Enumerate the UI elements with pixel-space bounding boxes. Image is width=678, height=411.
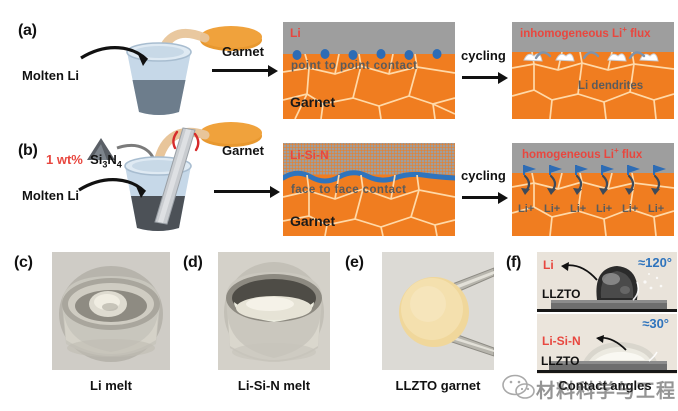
molten-metal-icon	[132, 80, 186, 115]
stir-rod-icon	[154, 127, 196, 225]
grain-boundaries-b	[283, 175, 455, 236]
flux-text-sup: +	[622, 25, 627, 34]
flux-text-base: inhomogeneous Li	[520, 27, 623, 40]
label-homogeneous-flux-b: homogeneous Li+ flux	[522, 146, 642, 161]
flux-text-sup-b: +	[614, 146, 619, 155]
label-garnet-layer-b: Garnet	[290, 213, 336, 229]
label-cycling-b: cycling	[461, 168, 506, 183]
interface-layer-icon-b	[283, 170, 455, 184]
panel-letter-e: (e)	[345, 254, 364, 271]
caption-contact-angles: Contact angles	[558, 378, 652, 393]
label-angle-lisin: ≈30°	[642, 316, 669, 331]
photo-li-melt	[52, 252, 170, 370]
lithium-layer-a	[283, 22, 455, 54]
photo-lisin-melt	[218, 252, 330, 370]
panel-letter-f: (f)	[506, 254, 522, 271]
garnet-layer-a	[283, 54, 455, 119]
label-garnet-b: Garnet	[222, 143, 264, 158]
ion-label: Li+	[648, 203, 665, 215]
photo-llzto-garnet	[382, 252, 494, 370]
ion-label: Li+	[622, 203, 639, 215]
label-lisin-droplet: Li-Si-N	[542, 334, 581, 348]
schematic-interface-a: Li point to point contact Garnet	[283, 22, 455, 119]
molten-li-arrow-icon	[80, 46, 149, 62]
lisin-pointer-arrow-icon	[596, 335, 627, 351]
ion-label: Li+	[570, 203, 587, 215]
caption-li-melt: Li melt	[90, 378, 132, 393]
flux-text-tail-b: flux	[618, 148, 643, 161]
flux-text-tail: flux	[626, 27, 651, 40]
label-molten-li-b: Molten Li	[22, 188, 80, 203]
grain-boundaries-a	[283, 54, 455, 119]
grain-boundaries-a-right	[512, 52, 674, 119]
schematic-homogeneous-b: homogeneous Li+ flux Li+ Li+ Li+ Li+ Li+…	[512, 143, 674, 236]
label-li-layer-a: Li	[290, 26, 301, 40]
dendrite-growths-icon	[523, 51, 659, 62]
caption-lisin-melt: Li-Si-N melt	[237, 378, 311, 393]
label-lisin-layer-b: Li-Si-N	[290, 148, 329, 162]
label-garnet-a: Garnet	[222, 44, 264, 59]
label-molten-li-a: Molten Li	[22, 68, 80, 83]
label-li-dendrites-a: Li dendrites	[578, 80, 644, 92]
label-si3n4-additive: 1 wt% Si3N4	[46, 152, 122, 170]
stir-motion-icon	[172, 130, 200, 152]
molten-li-arrow-icon-b	[78, 178, 147, 194]
lithium-layer-a-right	[512, 22, 674, 52]
ion-label: Li+	[544, 203, 561, 215]
label-llzto-bottom: LLZTO	[541, 354, 580, 368]
panel-letter-a: (a)	[18, 22, 37, 39]
watermark-text: 材料科学与工程	[536, 380, 677, 402]
label-cycling-a: cycling	[461, 48, 506, 63]
schematic-dendrite-a: inhomogeneous Li+ flux Li dendrites	[512, 22, 674, 119]
point-contacts-a	[292, 49, 442, 60]
label-angle-li: ≈120°	[637, 255, 672, 270]
label-li-droplet: Li	[543, 258, 554, 272]
panel-letter-c: (c)	[14, 254, 33, 271]
photo-contact-angle-lisin: Li-Si-N LLZTO ≈30°	[537, 314, 677, 374]
label-garnet-layer-a: Garnet	[290, 94, 336, 110]
schematic-crucible-a	[80, 26, 262, 115]
garnet-layer-b	[283, 175, 455, 236]
lisin-layer-b	[283, 143, 455, 175]
label-point-contact-a: point to point contact	[291, 60, 418, 72]
ion-label: Li+	[596, 203, 613, 215]
garnet-layer-a-right	[512, 52, 674, 119]
lisin-layer-b-right	[512, 143, 674, 173]
additive-amount: 1 wt%	[46, 152, 83, 167]
panel-letter-b: (b)	[18, 142, 38, 159]
schematic-crucible-b	[78, 122, 262, 231]
panel-letter-d: (d)	[183, 254, 203, 271]
schematic-interface-b: Li-Si-N face to face contact Garnet	[283, 143, 455, 236]
label-inhomogeneous-flux-a: inhomogeneous Li+ flux	[520, 25, 651, 40]
li-flux-arrows-icon	[521, 165, 666, 195]
flux-text-base-b: homogeneous Li	[522, 148, 614, 161]
ion-label: Li+	[518, 203, 535, 215]
li-pointer-arrow-icon	[561, 262, 598, 281]
photo-contact-angle-li: Li LLZTO ≈120°	[537, 252, 677, 312]
label-llzto-top: LLZTO	[542, 287, 581, 301]
caption-llzto-garnet: LLZTO garnet	[395, 378, 481, 393]
wechat-logo-icon	[502, 374, 535, 399]
label-face-contact-b: face to face contact	[291, 184, 407, 196]
